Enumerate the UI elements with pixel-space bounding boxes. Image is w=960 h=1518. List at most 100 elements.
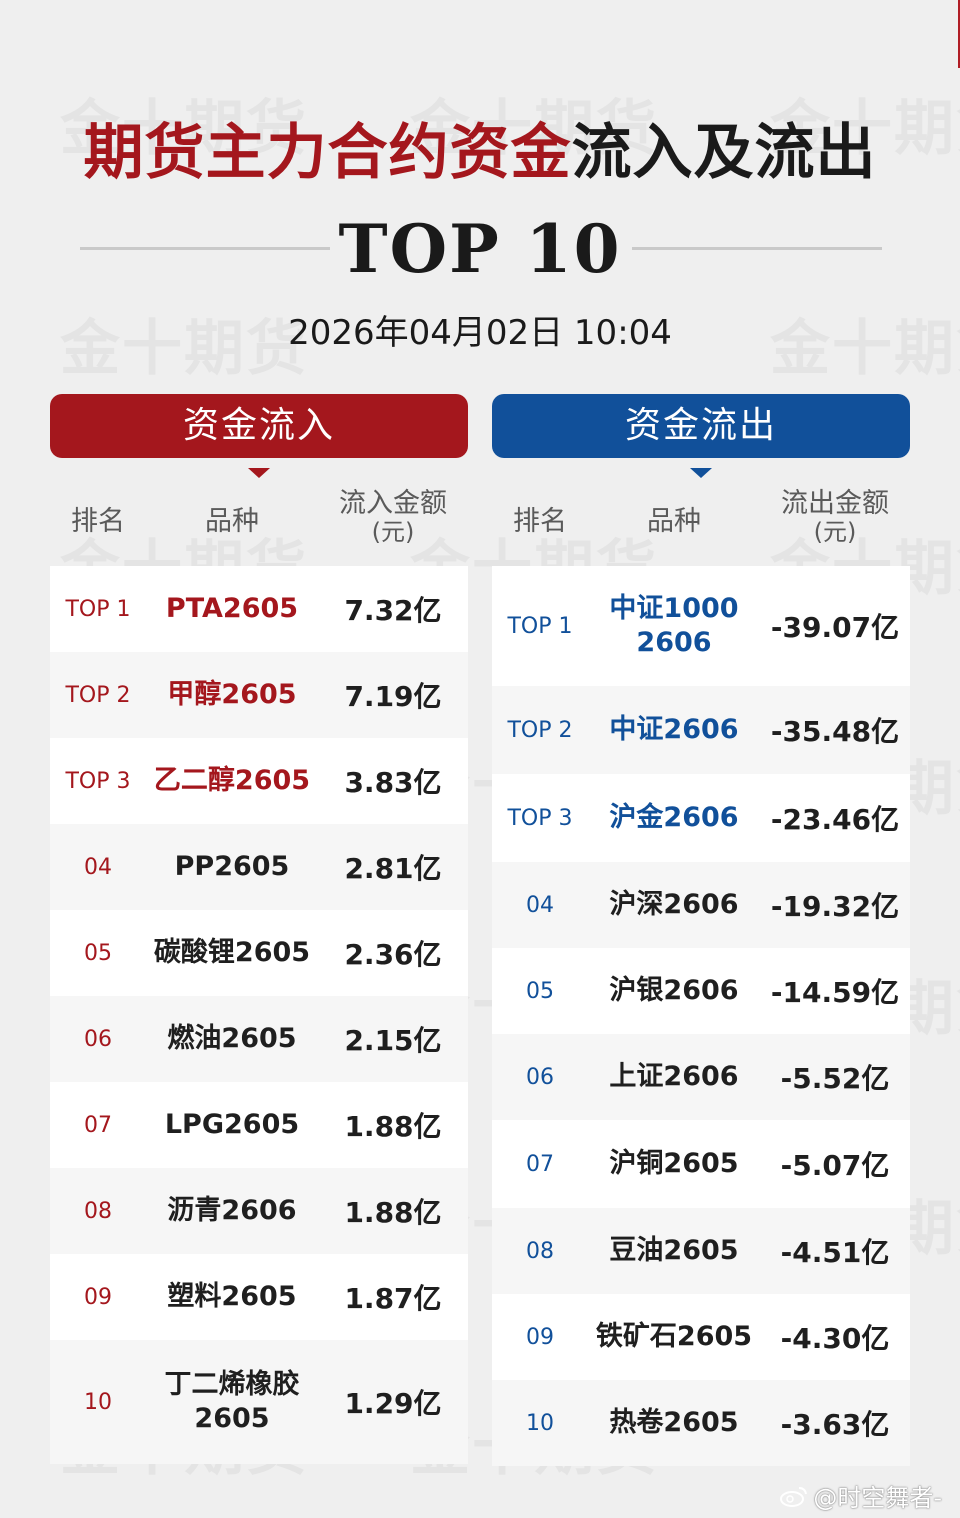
divider-left xyxy=(80,247,330,250)
col-name: 品种 xyxy=(205,505,259,537)
footer-credit: @时空舞者- xyxy=(779,1478,942,1513)
inflow-panel: 资金流入 排名 品种 流入金额 (元) TOP 1 PTA2605 7.32亿 TOP… xyxy=(50,394,468,1464)
col-amount: 流出金额 (元) xyxy=(760,478,910,558)
weibo-icon xyxy=(780,1486,808,1507)
table-row: 07 LPG2605 1.88亿 xyxy=(50,1082,468,1168)
col-amount-unit: (元) xyxy=(813,518,857,546)
inflow-column-headers: 排名 品种 流入金额 (元) xyxy=(50,478,468,558)
rank-cell: 04 xyxy=(526,892,554,918)
col-amount-label: 流入金额 xyxy=(339,488,447,519)
amount-cell: 2.36亿 xyxy=(344,938,442,971)
outflow-panel: 资金流出 排名 品种 流出金额 (元) TOP 1 中证1000 2606 -39.… xyxy=(492,394,910,1466)
amount-cell: 7.32亿 xyxy=(344,594,442,627)
title-red-part: 期货主力合约资金 xyxy=(83,118,572,188)
rank-cell: 04 xyxy=(84,854,112,880)
rank-cell: 05 xyxy=(84,940,112,966)
table-row: 05 碳酸锂2605 2.36亿 xyxy=(50,910,468,996)
table-row: TOP 3 沪金2606 -23.46亿 xyxy=(492,774,910,862)
rank-cell: 07 xyxy=(84,1112,112,1138)
contract-name-cell: 豆油2605 xyxy=(609,1235,739,1266)
amount-cell: -23.46亿 xyxy=(770,803,900,836)
outflow-table: TOP 1 中证1000 2606 -39.07亿 TOP 2 中证2606 -35.48… xyxy=(492,566,910,1466)
amount-cell: -14.59亿 xyxy=(770,976,900,1009)
contract-name-cell: 铁矿石2605 xyxy=(595,1321,753,1352)
contract-name-cell: 甲醇2605 xyxy=(167,679,297,710)
contract-name-cell: 沥青2606 xyxy=(167,1195,297,1226)
col-amount-unit: (元) xyxy=(371,518,415,546)
datetime: 2026年04月02日 10:04 xyxy=(288,313,672,353)
table-row: TOP 1 PTA2605 7.32亿 xyxy=(50,566,468,652)
rank-cell: TOP 2 xyxy=(507,717,573,743)
contract-name-cell: 上证2606 xyxy=(609,1061,739,1092)
contract-name-cell: 沪深2606 xyxy=(609,889,739,920)
caret-down-icon xyxy=(248,468,270,478)
amount-cell: 1.88亿 xyxy=(344,1196,442,1229)
edge-accent-line xyxy=(958,0,960,68)
table-row: 04 PP2605 2.81亿 xyxy=(50,824,468,910)
page-title: 期货主力合约资金流入及流出 xyxy=(0,110,960,196)
contract-name-cell: PP2605 xyxy=(174,851,290,882)
contract-name-cell: 塑料2605 xyxy=(167,1281,297,1312)
table-row: 10 热卷2605 -3.63亿 xyxy=(492,1380,910,1466)
amount-cell: 2.81亿 xyxy=(344,852,442,885)
col-rank: 排名 xyxy=(513,505,567,537)
table-row: 09 铁矿石2605 -4.30亿 xyxy=(492,1294,910,1380)
contract-name-cell: 沪银2606 xyxy=(609,975,739,1006)
table-row: 08 豆油2605 -4.51亿 xyxy=(492,1208,910,1294)
rank-cell: TOP 3 xyxy=(65,768,131,794)
amount-cell: -39.07亿 xyxy=(770,611,900,644)
amount-cell: -4.30亿 xyxy=(780,1322,890,1355)
table-row: 06 燃油2605 2.15亿 xyxy=(50,996,468,1082)
rank-cell: 10 xyxy=(84,1389,112,1415)
title-black-part: 流入及流出 xyxy=(571,118,877,188)
subtitle: TOP 10 xyxy=(338,210,622,288)
table-row: TOP 3 乙二醇2605 3.83亿 xyxy=(50,738,468,824)
table-row: 05 沪银2606 -14.59亿 xyxy=(492,948,910,1034)
rank-cell: 06 xyxy=(84,1026,112,1052)
rank-cell: 09 xyxy=(526,1324,554,1350)
inflow-table: TOP 1 PTA2605 7.32亿 TOP 2 甲醇2605 7.19亿 TOP 3 乙二… xyxy=(50,566,468,1464)
contract-name-cell: 碳酸锂2605 xyxy=(153,937,311,968)
rank-cell: TOP 3 xyxy=(507,805,573,831)
col-amount-label: 流出金额 xyxy=(781,488,889,519)
amount-cell: 1.88亿 xyxy=(344,1110,442,1143)
amount-cell: -5.52亿 xyxy=(780,1062,890,1095)
rank-cell: 05 xyxy=(526,978,554,1004)
col-rank: 排名 xyxy=(71,505,125,537)
rank-cell: TOP 2 xyxy=(65,682,131,708)
amount-cell: 1.29亿 xyxy=(344,1387,442,1420)
rank-cell: 08 xyxy=(84,1198,112,1224)
contract-name-cell: 热卷2605 xyxy=(609,1407,739,1438)
rank-cell: 07 xyxy=(526,1151,554,1177)
table-row: 08 沥青2606 1.88亿 xyxy=(50,1168,468,1254)
table-row: 04 沪深2606 -19.32亿 xyxy=(492,862,910,948)
contract-name-cell: 乙二醇2605 xyxy=(153,765,311,796)
rank-cell: 08 xyxy=(526,1238,554,1264)
amount-cell: 1.87亿 xyxy=(344,1282,442,1315)
outflow-header: 资金流出 xyxy=(492,394,910,458)
caret-down-icon xyxy=(690,468,712,478)
amount-cell: -35.48亿 xyxy=(770,715,900,748)
contract-name-cell: 沪金2606 xyxy=(609,802,739,833)
subtitle-row: TOP 10 xyxy=(0,205,960,295)
divider-right xyxy=(632,247,882,250)
contract-name-cell: 沪铜2605 xyxy=(609,1148,739,1179)
inflow-header: 资金流入 xyxy=(50,394,468,458)
footer-handle: @时空舞者- xyxy=(813,1484,942,1512)
col-name: 品种 xyxy=(647,505,701,537)
table-row: TOP 2 甲醇2605 7.19亿 xyxy=(50,652,468,738)
table-row: 06 上证2606 -5.52亿 xyxy=(492,1034,910,1120)
amount-cell: -19.32亿 xyxy=(770,890,900,923)
amount-cell: 2.15亿 xyxy=(344,1024,442,1057)
amount-cell: -5.07亿 xyxy=(780,1149,890,1182)
rank-cell: TOP 1 xyxy=(65,596,131,622)
rank-cell: 09 xyxy=(84,1284,112,1310)
contract-name-cell: 燃油2605 xyxy=(167,1023,297,1054)
rank-cell: TOP 1 xyxy=(507,613,573,639)
contract-name-cell: LPG2605 xyxy=(164,1109,300,1140)
contract-name-cell: 丁二烯橡胶 2605 xyxy=(164,1369,300,1434)
table-row: 10 丁二烯橡胶 2605 1.29亿 xyxy=(50,1340,468,1464)
table-row: TOP 1 中证1000 2606 -39.07亿 xyxy=(492,566,910,686)
amount-cell: -3.63亿 xyxy=(780,1408,890,1441)
table-row: 09 塑料2605 1.87亿 xyxy=(50,1254,468,1340)
